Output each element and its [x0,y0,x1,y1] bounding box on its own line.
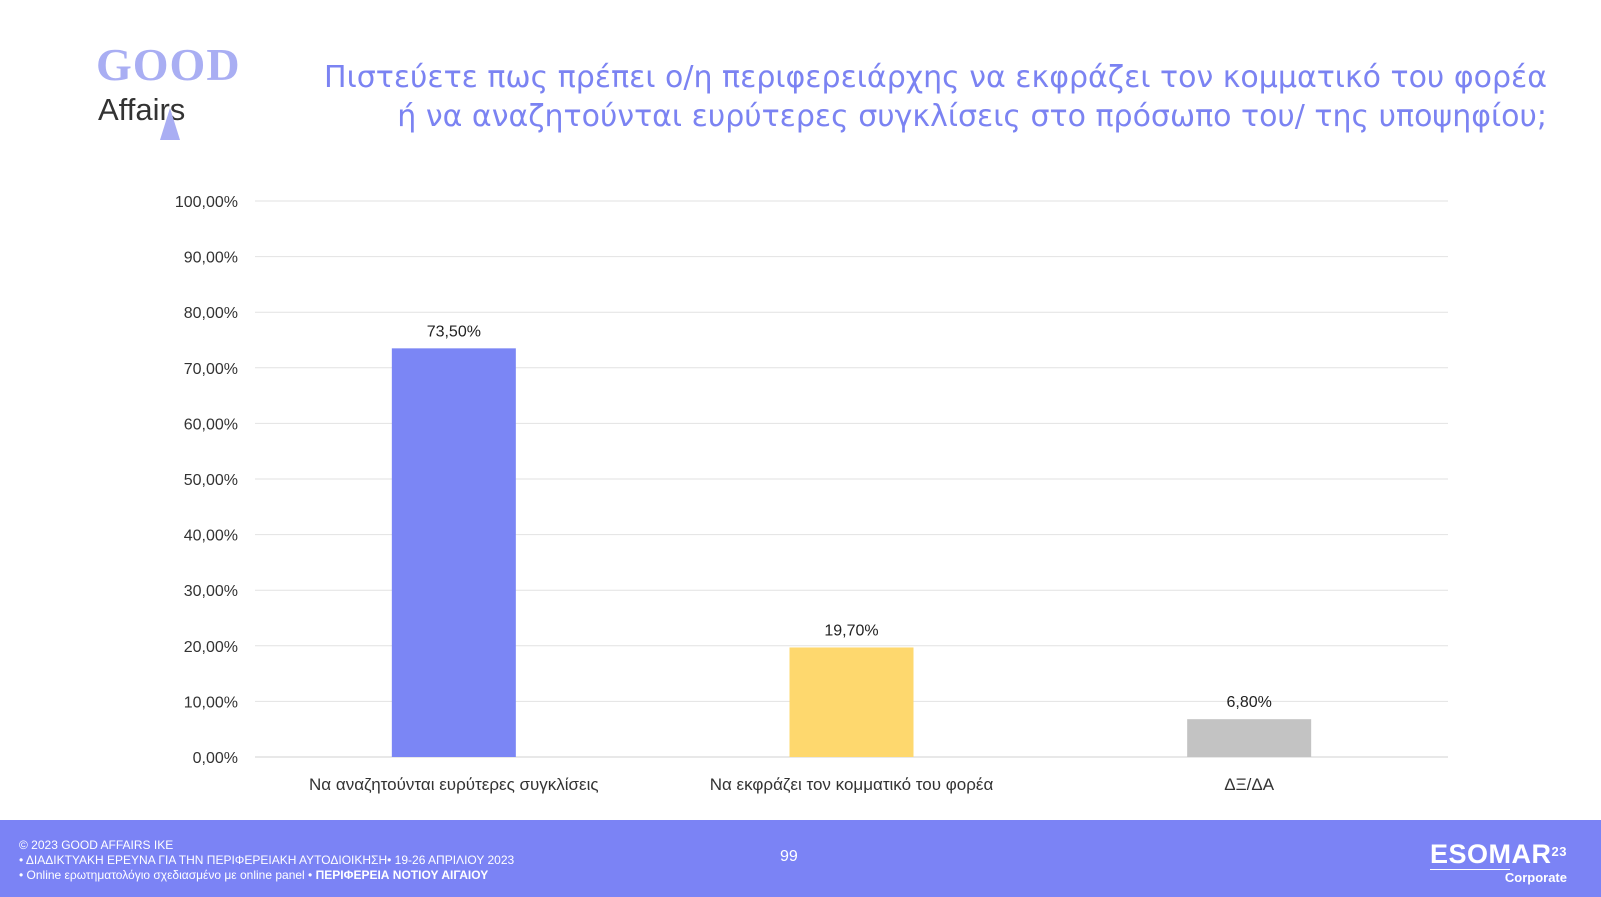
y-tick-label: 90,00% [184,250,238,267]
footer-method-text: • Online ερωτηματολόγιο σχεδιασμένο με o… [19,868,316,882]
logo-good-text: GOOD [96,39,241,90]
y-tick-label: 70,00% [184,361,238,378]
footer-method-line: • Online ερωτηματολόγιο σχεδιασμένο με o… [19,868,514,883]
y-tick-label: 100,00% [175,194,238,211]
esomar-name: ESOMAR [1430,839,1552,869]
data-label: 73,50% [427,323,481,340]
esomar-underline [1430,869,1511,870]
bar-chart: 0,00% 10,00% 20,00% 30,00% 40,00% 50,00% 60,00… [175,194,1448,794]
footer-bar: © 2023 GOOD AFFAIRS IKE • ΔΙΑΔΙΚΤΥΑΚΗ ΕΡ… [0,820,1601,897]
esomar-year: 23 [1551,844,1567,859]
good-affairs-logo: GOOD Affairs [96,42,256,142]
chart-data-labels: 73,50% 19,70% 6,80% [427,323,1272,711]
category-label: ΔΞ/ΔΑ [1224,775,1274,794]
category-label: Να εκφράζει τον κομματικό του φορέα [710,775,994,794]
data-label: 19,70% [824,622,878,639]
title-line-2: ή να αναζητούνται ευρύτερες συγκλίσεις σ… [397,99,1547,134]
y-tick-label: 20,00% [184,639,238,656]
y-axis-ticks: 0,00% 10,00% 20,00% 30,00% 40,00% 50,00% 60,00… [175,194,238,767]
footer-region: ΠΕΡΙΦΕΡΕΙΑ ΝΟΤΙΟΥ ΑΙΓΑΙΟΥ [315,868,489,882]
page-number: 99 [780,848,798,865]
esomar-corporate: Corporate [1504,870,1567,885]
page-title: Πιστεύετε πως πρέπει ο/η περιφερειάρχης … [287,58,1547,136]
y-tick-label: 30,00% [184,583,238,600]
bar [789,647,914,757]
data-label: 6,80% [1226,694,1271,711]
bar [1187,719,1312,757]
y-tick-label: 60,00% [184,416,238,433]
y-tick-label: 0,00% [193,750,238,767]
category-label: Να αναζητούνται ευρύτερες συγκλίσεις [309,775,599,794]
footer-info: © 2023 GOOD AFFAIRS IKE • ΔΙΑΔΙΚΤΥΑΚΗ ΕΡ… [19,838,514,883]
footer-copyright: © 2023 GOOD AFFAIRS IKE [19,838,174,852]
y-tick-label: 40,00% [184,528,238,545]
footer-survey-line: • ΔΙΑΔΙΚΤΥΑΚΗ ΕΡΕΥΝΑ ΓΙΑ ΤΗΝ ΠΕΡΙΦΕΡΕΙΑΚ… [19,853,515,867]
bar [391,348,516,757]
title-line-1: Πιστεύετε πως πρέπει ο/η περιφερειάρχης … [324,60,1547,95]
y-tick-label: 50,00% [184,472,238,489]
y-tick-label: 80,00% [184,305,238,322]
logo-triangle-icon [160,108,180,140]
y-tick-label: 10,00% [184,694,238,711]
x-axis-categories: Να αναζητούνται ευρύτερες συγκλίσεις Να ε… [309,775,1275,794]
esomar-logo: ESOMAR23 Corporate [1430,840,1567,885]
chart-bars [391,348,1312,757]
